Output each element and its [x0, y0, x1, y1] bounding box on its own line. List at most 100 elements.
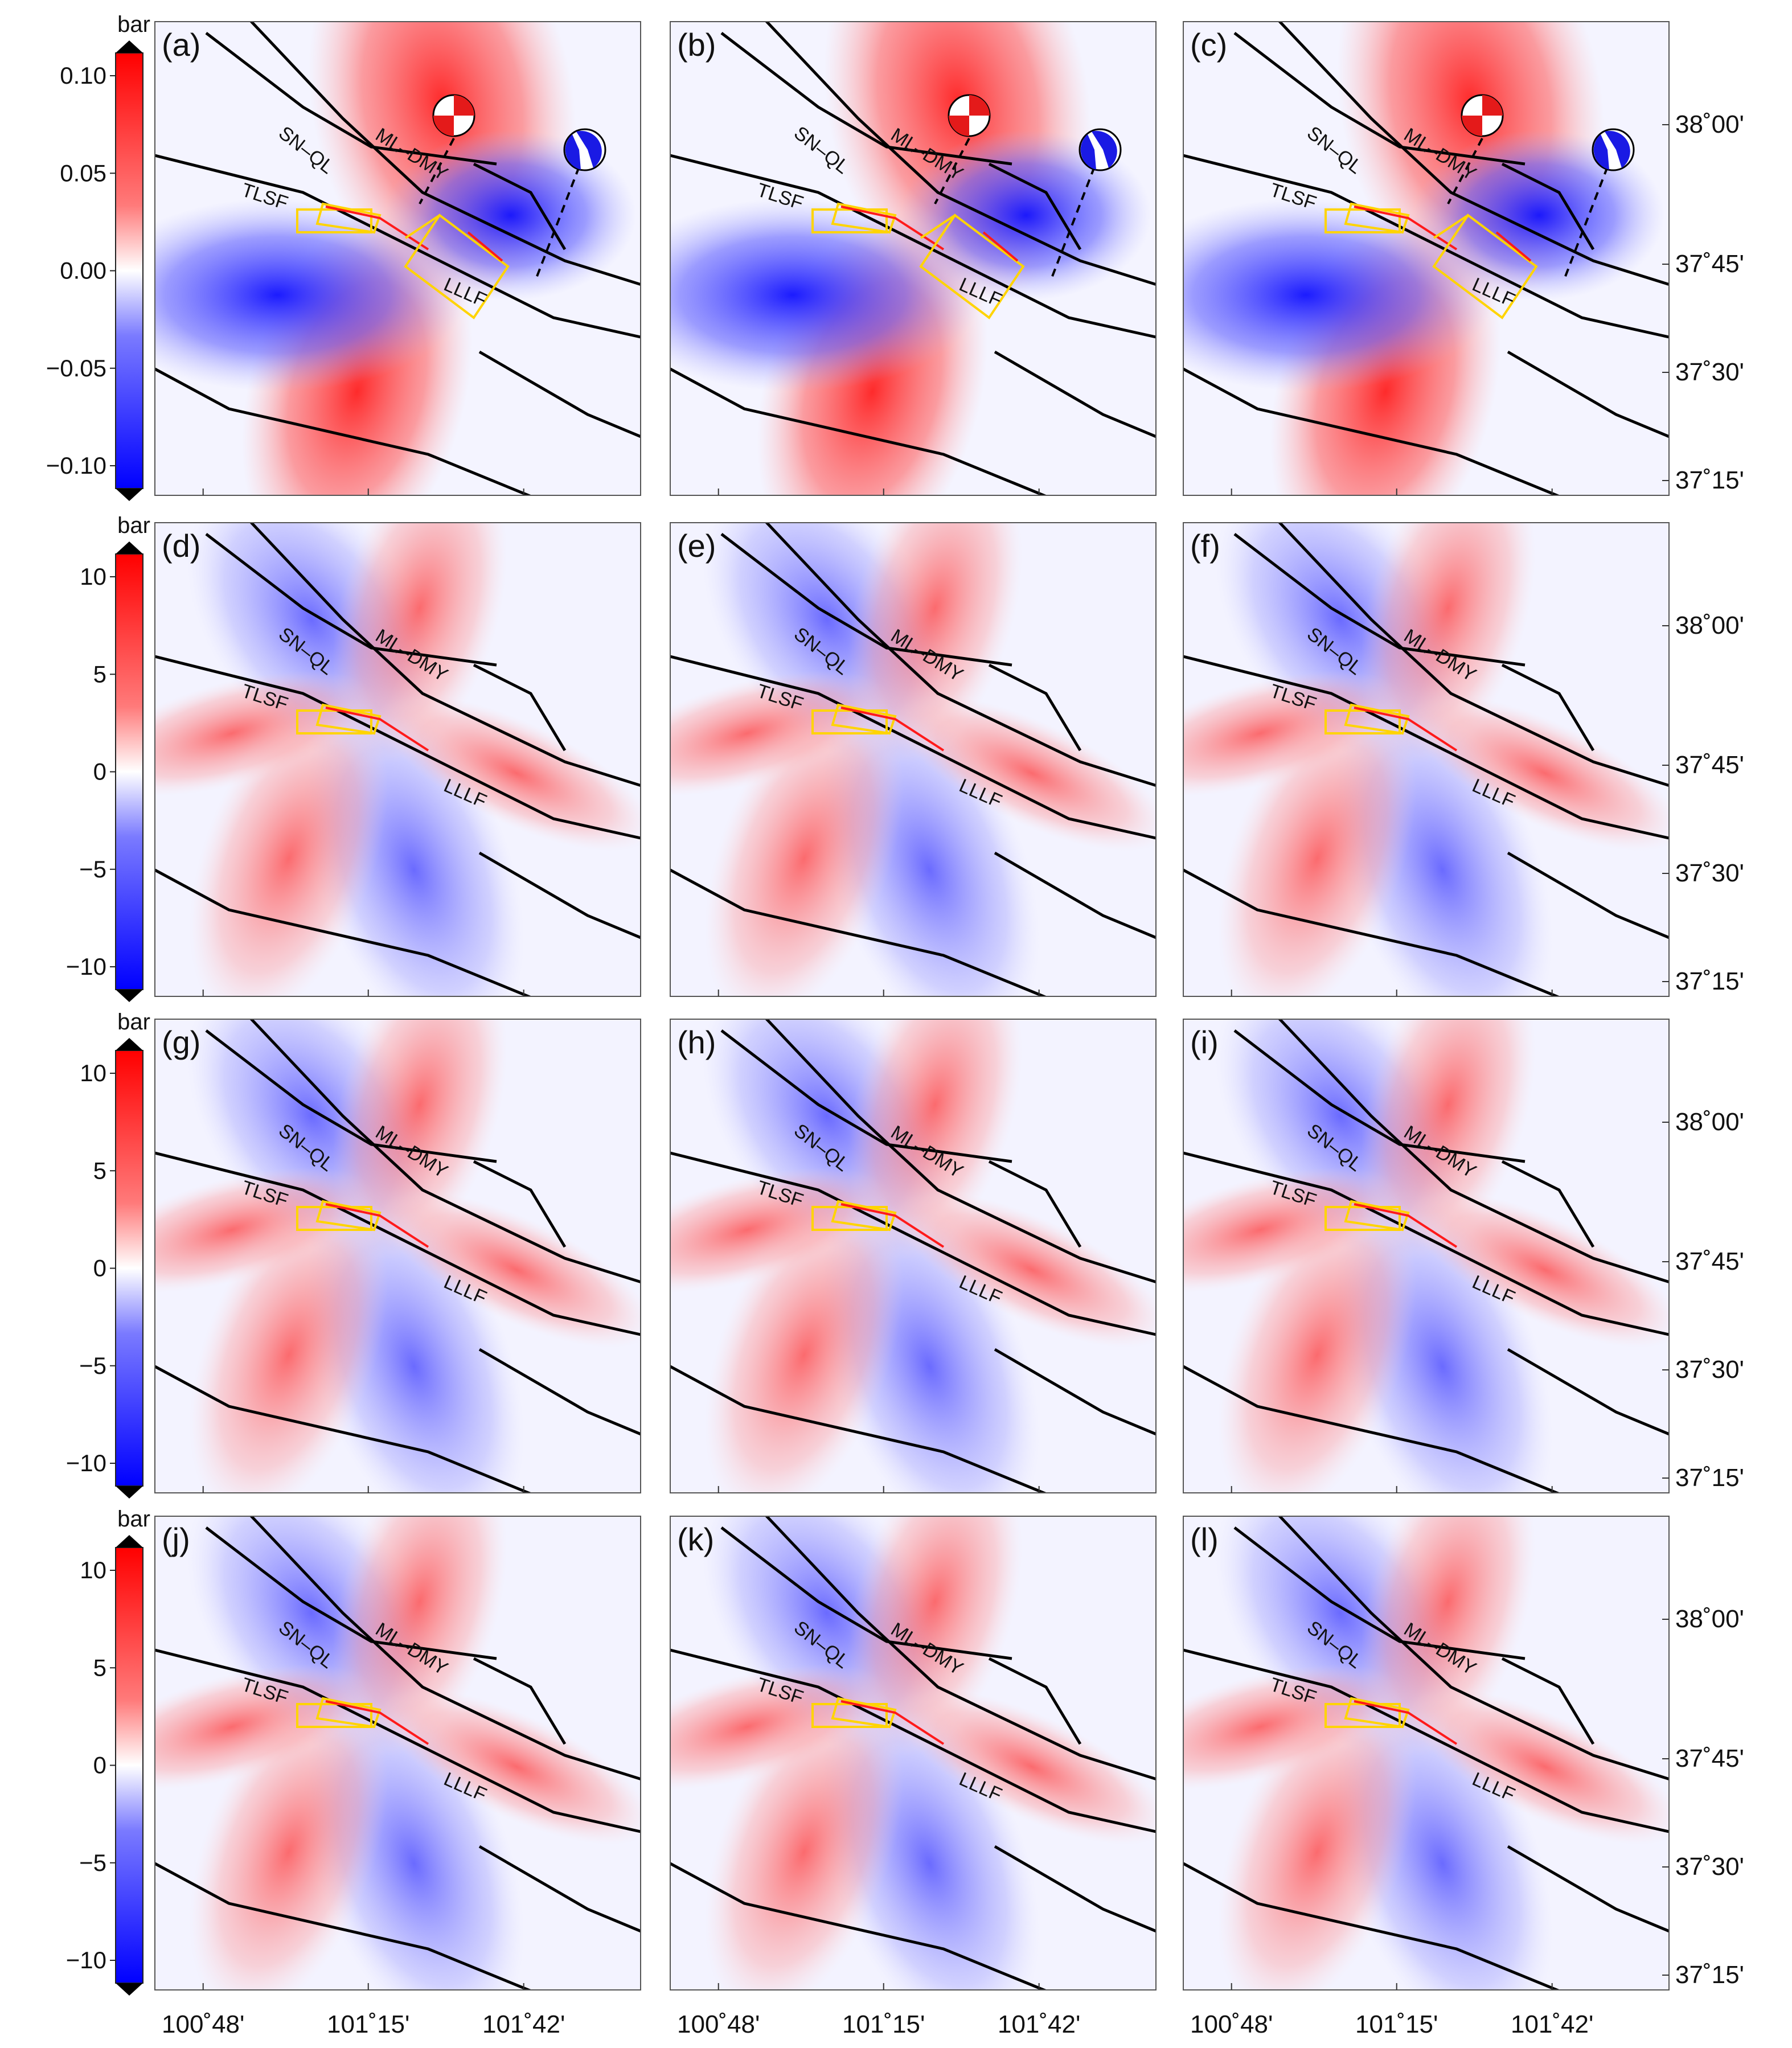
panel-letter: (a) [162, 27, 200, 63]
panel-frame [1183, 1019, 1670, 1493]
fault-line [1507, 350, 1669, 438]
fault-line [473, 663, 567, 752]
fault-line [1507, 1845, 1669, 1933]
panel-frame [1183, 522, 1670, 997]
rupture-trace [325, 1700, 429, 1745]
fault-line [988, 663, 1082, 752]
rupture-trace [325, 1203, 429, 1248]
positive-stress-lobe [380, 695, 641, 851]
colorbar-tick-label: −5 [79, 1849, 106, 1876]
colorbar-tick-label: 5 [93, 1654, 106, 1681]
rupture-plane-outline [919, 214, 1025, 319]
leader-line [934, 138, 970, 204]
positive-stress-lobe [1360, 523, 1536, 764]
colorbar-unit: bar [117, 1507, 150, 1532]
fault-line [249, 1516, 641, 1781]
focal-mechanism-beachball-icon [1461, 94, 1504, 137]
beachball-quadrant [1605, 130, 1630, 168]
positive-stress-lobe [332, 1019, 507, 1260]
latitude-axis: 38˚00' 37˚45' 37˚30' 37˚15' [1662, 110, 1744, 494]
fault-line [720, 1526, 1012, 1660]
latitude-label: 37˚15' [1675, 466, 1744, 494]
rupture-plane-outline [1344, 1697, 1410, 1729]
rupture-plane-outline [315, 1200, 382, 1232]
beachball-quadrant [969, 95, 990, 116]
rupture-trace [325, 206, 429, 251]
panel-letter: (j) [162, 1521, 190, 1557]
colorbar: bar 0.10 0.05 0.00 −0.05 −0.10 [46, 12, 150, 501]
fault-line [1233, 32, 1526, 166]
latitude-label: 38˚00' [1675, 110, 1744, 138]
colorbar-gradient [115, 553, 143, 990]
positive-stress-lobe [670, 671, 891, 796]
focal-mechanism-beachball-icon [563, 128, 606, 171]
positive-stress-lobe [380, 1192, 641, 1348]
fault-line [988, 1657, 1082, 1745]
fault-line [1278, 1516, 1669, 1781]
positive-stress-lobe [847, 523, 1023, 764]
panel-letter: (g) [162, 1024, 200, 1060]
fault-line [1183, 1862, 1561, 1990]
colorbar-arrow-icon [116, 40, 143, 53]
colorbar-tick-label: 0.05 [60, 159, 106, 186]
fault-line [478, 851, 641, 939]
fault-line [994, 350, 1156, 438]
fault-line [1183, 1648, 1669, 1833]
rupture-trace [1354, 1700, 1458, 1745]
negative-stress-lobe [670, 198, 981, 392]
fault-line [994, 1348, 1156, 1436]
beachball-quadrant [1092, 130, 1117, 168]
fault-line [249, 22, 641, 286]
leader-line [1447, 138, 1483, 204]
rupture-trace [1354, 707, 1458, 752]
positive-stress-lobe [847, 1019, 1023, 1260]
rupture-plane-outline [315, 1697, 382, 1729]
focal-mechanism-beachball-icon [432, 94, 475, 137]
colorbar-arrow-icon [116, 541, 143, 554]
longitude-label: 101˚42' [1511, 2010, 1593, 2038]
colorbar-unit: bar [117, 1009, 150, 1035]
positive-stress-lobe [1409, 1689, 1669, 1845]
colorbar-tick-label: 10 [80, 1060, 106, 1086]
latitude-label: 38˚00' [1675, 1605, 1744, 1633]
fault-line [1183, 367, 1561, 495]
latitude-axis: 38˚00' 37˚45' 37˚30' 37˚15' [1662, 1605, 1744, 1989]
longitude-label: 100˚48' [677, 2010, 760, 2038]
colorbar: bar 10 5 0 −5 −10 [66, 1009, 150, 1499]
colorbar-tick-label: −0.10 [46, 452, 106, 479]
panel-letter: (k) [677, 1521, 714, 1557]
colorbar-tick-label: −10 [66, 953, 106, 980]
fault-line [478, 1845, 641, 1933]
panel-letter: (d) [162, 528, 200, 564]
positive-stress-lobe [670, 1167, 891, 1292]
colorbar-tick-label: 0 [93, 1255, 106, 1282]
fault-line [1278, 523, 1669, 787]
positive-stress-lobe [1183, 1167, 1404, 1292]
fault-line [155, 868, 532, 996]
focal-mechanism-beachball-icon [1592, 128, 1635, 171]
rupture-trace [1354, 1203, 1458, 1248]
fault-line [205, 533, 497, 667]
colorbar-tick-label: 0 [93, 1752, 106, 1779]
panel-letter: (f) [1190, 528, 1220, 564]
leader-line [1564, 166, 1609, 278]
colorbar-tick-label: 10 [80, 1557, 106, 1583]
colorbar-gradient [115, 1547, 143, 1984]
fault-line [994, 851, 1156, 939]
panel-frame [154, 522, 641, 997]
rupture-plane-outline [315, 703, 382, 735]
fault-line [1507, 1348, 1669, 1436]
panel-frame [1183, 21, 1670, 496]
colorbar-tick-label: 5 [93, 660, 106, 687]
fault-line [1183, 868, 1561, 996]
longitude-label: 101˚42' [998, 2010, 1080, 2038]
fault-line [994, 1845, 1156, 1933]
rupture-plane-outline [404, 214, 441, 239]
fault-line [155, 655, 641, 840]
